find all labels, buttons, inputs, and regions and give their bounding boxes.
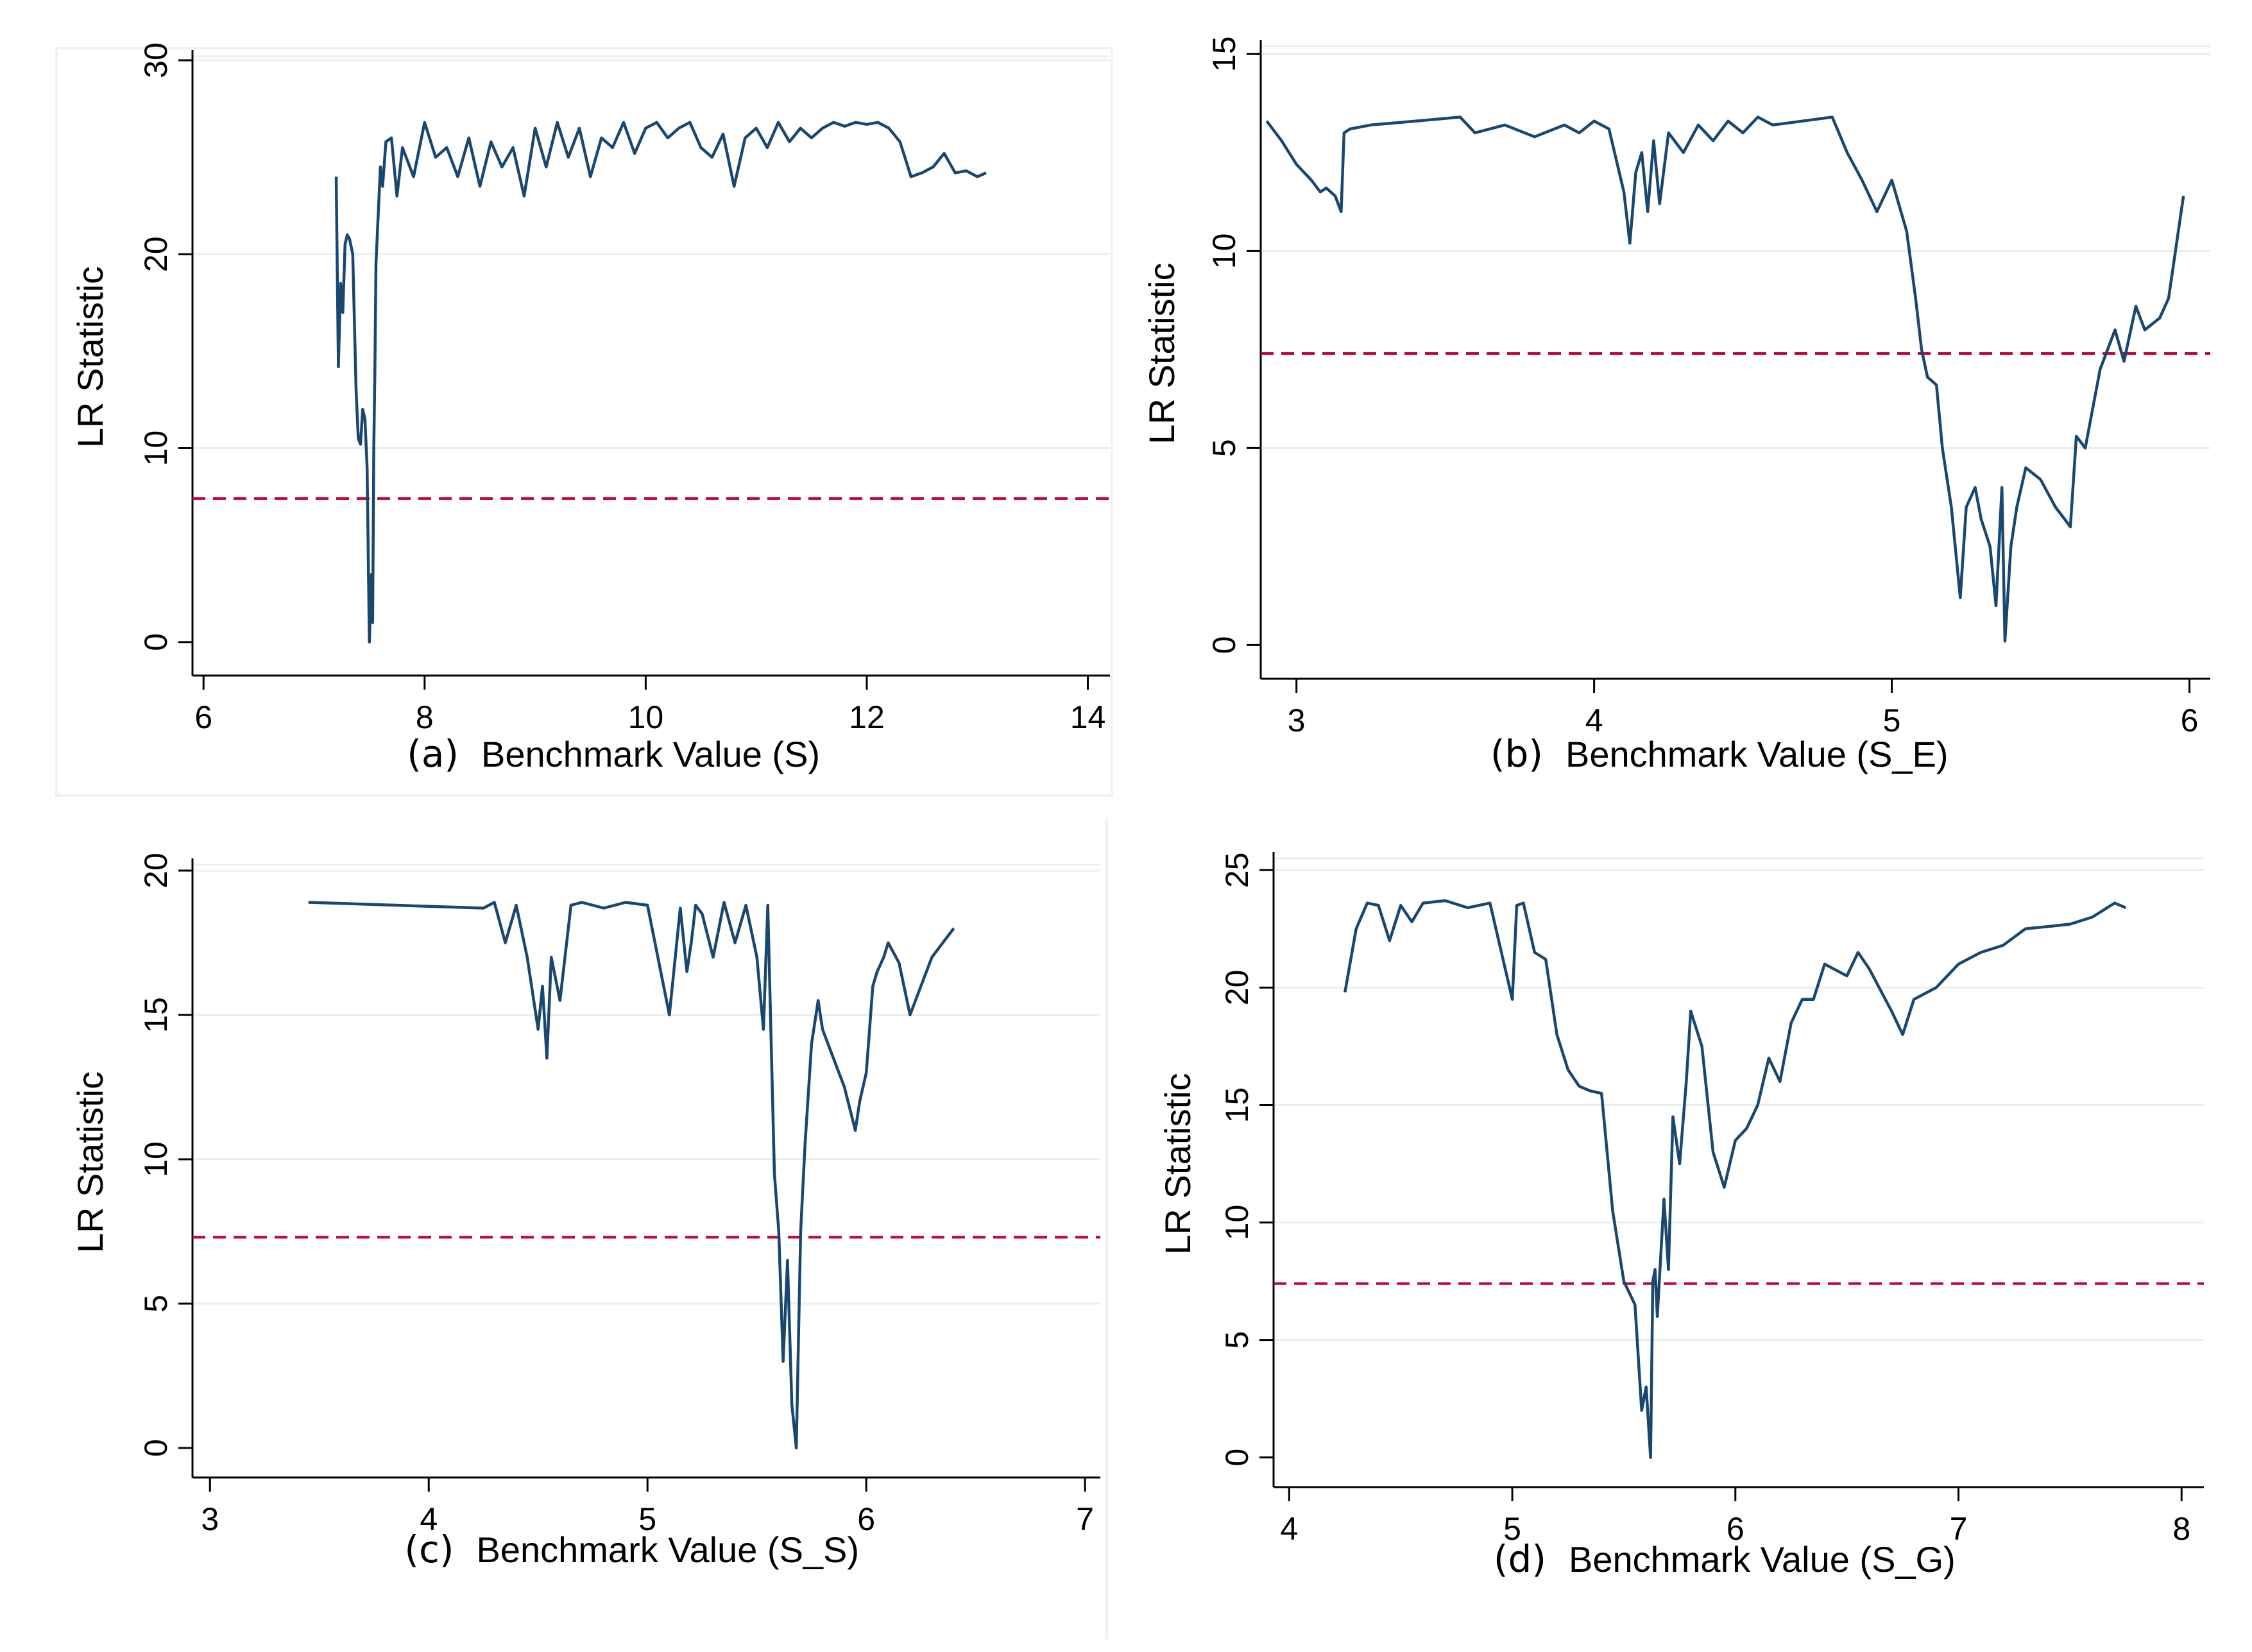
panel-label: (d) <box>1494 1537 1546 1581</box>
y-tick-label: 5 <box>1206 439 1242 457</box>
x-tick-label: 6 <box>857 1501 875 1537</box>
y-tick-label: 5 <box>1219 1331 1255 1349</box>
y-tick-label: 15 <box>1206 36 1242 72</box>
x-tick-label: 8 <box>2172 1511 2190 1547</box>
y-axis-title: LR Statistic <box>70 1071 110 1253</box>
x-tick-label: 3 <box>1288 703 1306 738</box>
x-tick-label: 6 <box>194 699 212 735</box>
panel-label: (b) <box>1490 732 1543 776</box>
y-tick-label: 20 <box>138 236 174 272</box>
x-tick-label: 4 <box>1280 1511 1298 1547</box>
panel-b: 0 5 10 15 3 4 5 6 LR Statistic (b) Benchmark Value… <box>1141 36 2210 776</box>
y-tick-label: 0 <box>138 633 174 651</box>
x-tick-label: 3 <box>201 1501 219 1537</box>
panel-label: (a) <box>407 732 459 776</box>
x-axis-title: Benchmark Value (S_S) <box>477 1529 860 1570</box>
x-tick-label: 8 <box>416 699 434 735</box>
x-axis-title: Benchmark Value (S) <box>481 734 820 774</box>
y-tick-label: 10 <box>1219 1205 1255 1241</box>
y-tick-label: 25 <box>1219 852 1255 888</box>
x-tick-label: 5 <box>1503 1511 1521 1547</box>
y-tick-label: 20 <box>138 853 174 889</box>
y-tick-label: 20 <box>1219 970 1255 1006</box>
y-tick-label: 15 <box>138 997 174 1033</box>
x-tick-label: 7 <box>1076 1501 1094 1537</box>
x-tick-label: 4 <box>420 1501 438 1537</box>
x-tick-label: 6 <box>2181 703 2199 738</box>
y-tick-label: 0 <box>138 1439 174 1457</box>
y-tick-label: 10 <box>138 430 174 466</box>
y-axis-title: LR Statistic <box>1157 1073 1198 1254</box>
panel-c: 0 5 10 15 20 3 4 5 6 7 LR Statistic (c) Benchmark Va… <box>70 853 1100 1571</box>
x-tick-label: 6 <box>1727 1511 1744 1547</box>
lr-statistic-line <box>308 901 955 1450</box>
panel-d: 0 5 10 15 20 25 4 5 6 7 8 LR Statistic (d) Benchmark … <box>1157 852 2204 1581</box>
x-axis-title: Benchmark Value (S_E) <box>1565 734 1949 774</box>
panel-label: (c) <box>404 1528 454 1571</box>
x-tick-label: 10 <box>628 699 664 735</box>
lr-statistic-line <box>1344 899 2127 1459</box>
x-tick-label: 12 <box>849 699 885 735</box>
panel-a-frame <box>55 47 1113 797</box>
y-axis-title: LR Statistic <box>1141 262 1182 444</box>
panel-a: 0 10 20 30 6 8 10 12 14 LR Statistic (a) Benchmark … <box>70 42 1110 776</box>
x-tick-label: 5 <box>1883 703 1901 738</box>
y-tick-label: 5 <box>138 1295 174 1313</box>
y-tick-label: 0 <box>1206 636 1242 654</box>
lr-statistic-line <box>1265 115 2185 643</box>
x-tick-label: 5 <box>638 1501 656 1537</box>
x-tick-label: 7 <box>1950 1511 1968 1547</box>
y-tick-label: 30 <box>138 42 174 78</box>
x-tick-label: 4 <box>1585 703 1603 738</box>
y-axis-title: LR Statistic <box>70 266 110 448</box>
y-tick-label: 10 <box>1206 234 1242 269</box>
x-axis-title: Benchmark Value (S_G) <box>1569 1539 1956 1580</box>
lr-statistic-line <box>334 121 987 644</box>
x-tick-label: 14 <box>1070 699 1106 735</box>
y-tick-label: 15 <box>1219 1087 1255 1123</box>
y-tick-label: 10 <box>138 1141 174 1177</box>
y-tick-label: 0 <box>1219 1449 1255 1467</box>
